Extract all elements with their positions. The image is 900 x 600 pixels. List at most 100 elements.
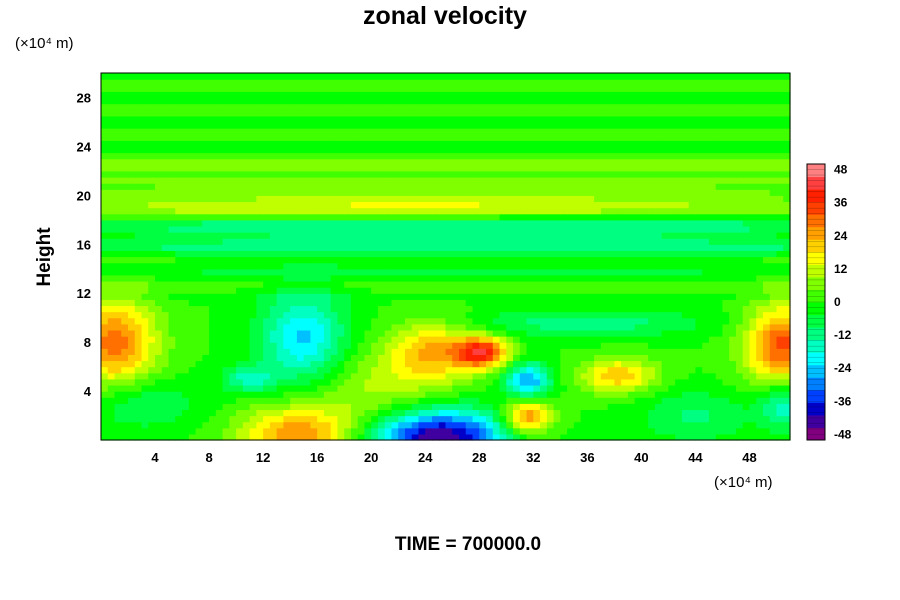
heatmap-cell <box>188 164 197 172</box>
heatmap-cell <box>614 262 622 270</box>
heatmap-cell <box>573 225 582 233</box>
heatmap-cell <box>263 336 271 343</box>
heatmap-cell <box>762 280 771 288</box>
heatmap-cell <box>141 256 149 264</box>
heatmap-cell <box>431 195 440 203</box>
heatmap-cell <box>762 433 771 441</box>
heatmap-cell <box>296 213 305 221</box>
heatmap-cell <box>668 238 676 245</box>
heatmap-cell <box>600 293 609 300</box>
heatmap-cell <box>479 384 487 392</box>
heatmap-cell <box>708 317 717 325</box>
heatmap-cell <box>486 244 494 251</box>
heatmap-cell <box>756 372 764 380</box>
heatmap-cell <box>688 384 697 392</box>
heatmap-cell <box>283 415 291 423</box>
heatmap-cell <box>607 372 615 380</box>
heatmap-cell <box>276 366 284 374</box>
heatmap-cell <box>303 238 311 245</box>
heatmap-cell <box>553 329 561 337</box>
heatmap-cell <box>323 158 332 166</box>
heatmap-cell <box>317 201 325 209</box>
heatmap-cell <box>506 397 514 404</box>
heatmap-cell <box>445 348 453 355</box>
heatmap-cell <box>310 219 318 227</box>
heatmap-cell <box>303 287 311 294</box>
heatmap-cell <box>141 225 149 233</box>
heatmap-cell <box>513 409 521 417</box>
heatmap-cell <box>479 183 487 190</box>
heatmap-cell <box>195 140 203 147</box>
heatmap-cell <box>269 391 278 398</box>
heatmap-cell <box>546 421 555 429</box>
heatmap-cell <box>594 195 602 203</box>
heatmap-cell <box>121 323 129 331</box>
heatmap-cell <box>350 409 359 417</box>
heatmap-cell <box>350 232 359 239</box>
heatmap-cell <box>769 415 778 423</box>
heatmap-cell <box>371 244 379 251</box>
heatmap-cell <box>553 391 561 398</box>
heatmap-cell <box>364 250 372 258</box>
heatmap-cell <box>614 311 622 319</box>
heatmap-cell <box>209 336 217 343</box>
heatmap-cell <box>783 183 791 190</box>
heatmap-cell <box>715 317 724 325</box>
heatmap-cell <box>668 348 676 355</box>
heatmap-cell <box>627 409 636 417</box>
heatmap-cell <box>330 329 339 337</box>
heatmap-cell <box>182 354 190 362</box>
heatmap-cell <box>134 391 143 398</box>
heatmap-cell <box>431 287 440 294</box>
heatmap-cell <box>499 342 507 349</box>
heatmap-cell <box>391 164 399 172</box>
heatmap-cell <box>128 354 136 362</box>
heatmap-cell <box>729 329 737 337</box>
heatmap-cell <box>749 415 757 423</box>
heatmap-cell <box>364 170 372 178</box>
heatmap-cell <box>614 360 622 368</box>
heatmap-cell <box>337 146 345 154</box>
heatmap-cell <box>330 348 339 355</box>
heatmap-cell <box>641 280 649 288</box>
heatmap-cell <box>209 317 217 325</box>
heatmap-cell <box>290 250 298 258</box>
heatmap-cell <box>290 280 298 288</box>
heatmap-cell <box>161 354 170 362</box>
heatmap-cell <box>445 384 453 392</box>
heatmap-cell <box>317 262 325 270</box>
heatmap-cell <box>708 415 717 423</box>
heatmap-cell <box>317 238 325 245</box>
heatmap-cell <box>519 225 528 233</box>
heatmap-cell <box>256 195 264 203</box>
heatmap-cell <box>202 360 210 368</box>
heatmap-cell <box>621 433 629 441</box>
heatmap-cell <box>263 397 271 404</box>
heatmap-cell <box>688 201 697 209</box>
heatmap-cell <box>121 268 129 276</box>
heatmap-cell <box>114 268 122 276</box>
heatmap-cell <box>155 409 163 417</box>
heatmap-cell <box>526 384 534 392</box>
heatmap-cell <box>391 189 399 196</box>
heatmap-cell <box>540 354 548 362</box>
heatmap-cell <box>668 360 676 368</box>
heatmap-cell <box>229 397 237 404</box>
heatmap-cell <box>499 391 507 398</box>
heatmap-cell <box>479 323 487 331</box>
heatmap-cell <box>533 421 541 429</box>
heatmap-cell <box>668 232 676 239</box>
heatmap-cell <box>715 336 724 343</box>
heatmap-cell <box>249 201 257 209</box>
heatmap-cell <box>634 140 642 147</box>
heatmap-cell <box>290 336 298 343</box>
heatmap-cell <box>296 183 305 190</box>
heatmap-cell <box>155 397 163 404</box>
heatmap-cell <box>168 433 176 441</box>
heatmap-cell <box>749 183 757 190</box>
heatmap-cell <box>431 189 440 196</box>
heatmap-cell <box>168 262 176 270</box>
heatmap-cell <box>762 293 771 300</box>
heatmap-cell <box>769 360 778 368</box>
heatmap-cell <box>391 140 399 147</box>
